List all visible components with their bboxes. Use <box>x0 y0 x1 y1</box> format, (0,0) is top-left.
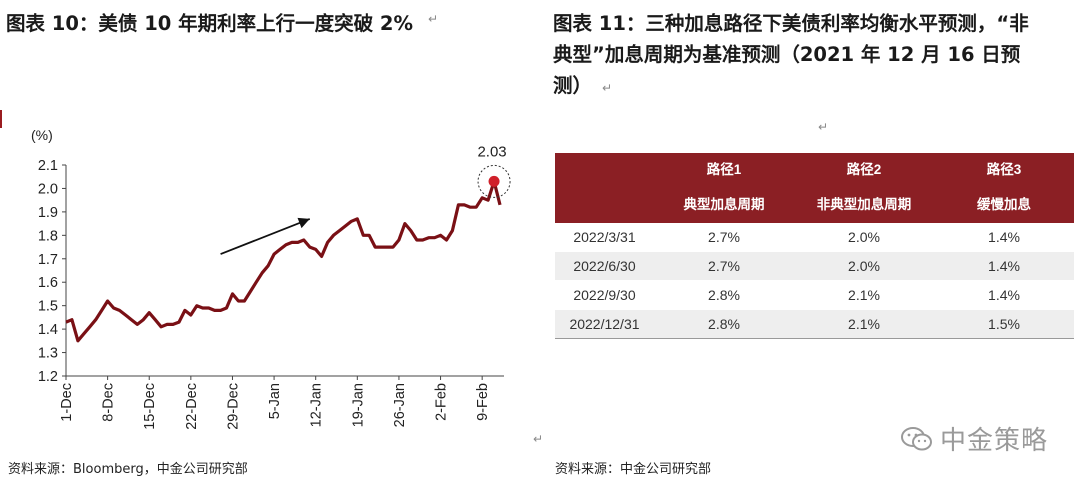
table-cell: 2022/3/31 <box>555 223 654 252</box>
yield-series-line <box>65 179 502 343</box>
paragraph-mark: ↵ <box>428 12 439 26</box>
table-header-row: 路径1 路径2 路径3 <box>555 153 1074 183</box>
table-header-cell: 路径1 <box>654 153 794 183</box>
table-cell: 2.8% <box>654 309 794 339</box>
table-cell: 2022/6/30 <box>555 251 654 281</box>
y-tick-label: 1.3 <box>38 346 58 362</box>
forecast-table-wrapper: 路径1 路径2 路径3 典型加息周期 非典型加息周期 缓慢加息 2022/3/3… <box>555 153 1074 339</box>
x-tick-label: 9-Feb <box>475 383 491 421</box>
wechat-icon <box>900 425 934 453</box>
y-tick-label: 2.0 <box>38 181 58 197</box>
table-header-cell: 路径3 <box>934 153 1074 183</box>
y-tick-label: 1.9 <box>38 205 58 221</box>
left-chart-marker <box>0 110 2 128</box>
x-tick-label: 19-Jan <box>350 383 366 427</box>
y-tick-label: 1.8 <box>38 228 58 244</box>
table-cell: 1.4% <box>934 223 1074 252</box>
right-table-title: 图表 11：三种加息路径下美债利率均衡水平预测，“非 典型”加息周期为基准预测（… <box>553 8 1073 104</box>
forecast-table: 路径1 路径2 路径3 典型加息周期 非典型加息周期 缓慢加息 2022/3/3… <box>555 153 1074 339</box>
table-cell: 1.4% <box>934 280 1074 310</box>
x-tick-label: 26-Jan <box>392 383 408 427</box>
table-cell: 2.7% <box>654 251 794 281</box>
y-tick-label: 1.4 <box>38 322 58 338</box>
x-tick-label: 8-Dec <box>101 383 117 422</box>
right-title-line-1: 图表 11：三种加息路径下美债利率均衡水平预测，“非 <box>553 12 1029 35</box>
left-source-note: 资料来源：Bloomberg，中金公司研究部 <box>8 462 248 477</box>
right-title-line-3: 测） <box>553 74 593 97</box>
table-cell: 1.5% <box>934 309 1074 339</box>
table-row: 2022/9/30 2.8% 2.1% 1.4% <box>555 280 1074 310</box>
table-cell: 2022/12/31 <box>555 309 654 339</box>
table-cell: 2.0% <box>794 251 934 281</box>
highlight-dot <box>488 175 500 187</box>
highlight-value-label: 2.03 <box>477 143 506 160</box>
trend-arrow-line <box>220 218 311 255</box>
table-cell: 2.1% <box>794 280 934 310</box>
table-header-cell: 缓慢加息 <box>934 183 1074 223</box>
table-cell: 2.1% <box>794 309 934 339</box>
table-header-cell: 非典型加息周期 <box>794 183 934 223</box>
x-tick-label: 2-Feb <box>434 383 450 421</box>
left-chart-title: 图表 10：美债 10 年期利率上行一度突破 2% <box>6 12 414 35</box>
y-unit-label: (%) <box>31 127 53 143</box>
right-title-line-2: 典型”加息周期为基准预测（2021 年 12 月 16 日预 <box>553 43 1021 66</box>
y-tick-label: 2.1 <box>38 158 58 174</box>
x-tick-label: 12-Jan <box>309 383 325 427</box>
table-row: 2022/6/30 2.7% 2.0% 1.4% <box>555 251 1074 281</box>
trend-arrow-head <box>297 217 310 229</box>
table-header-cell: 典型加息周期 <box>654 183 794 223</box>
highlight-layer: 2.03 <box>477 143 511 198</box>
highlight-ring <box>477 164 511 198</box>
x-tick-label: 29-Dec <box>225 383 241 430</box>
annotation-layer <box>220 217 311 255</box>
x-tick-label: 15-Dec <box>142 383 158 430</box>
paragraph-mark: ↵ <box>602 81 613 95</box>
table-row: 2022/12/31 2.8% 2.1% 1.5% <box>555 309 1074 339</box>
table-header-cell <box>555 153 654 183</box>
table-cell: 2.0% <box>794 223 934 252</box>
x-tick-label: 22-Dec <box>184 383 200 430</box>
table-header-cell <box>555 183 654 223</box>
paragraph-mark: ↵ <box>818 120 829 134</box>
table-cell: 2.7% <box>654 223 794 252</box>
table-cell: 2022/9/30 <box>555 280 654 310</box>
table-cell: 2.8% <box>654 280 794 310</box>
y-tick-label: 1.6 <box>38 275 58 291</box>
table-cell: 1.4% <box>934 251 1074 281</box>
watermark: 中金策略 <box>900 420 1048 457</box>
yield-line-chart: (%) 2.1 2.0 1.9 1.8 1.7 1.6 1.5 1.4 1.3 1.2 1-Dec 8… <box>31 127 511 430</box>
y-tick-label: 1.7 <box>38 252 58 268</box>
series-layer <box>65 179 502 343</box>
table-row: 2022/3/31 2.7% 2.0% 1.4% <box>555 223 1074 252</box>
x-tick-label: 5-Jan <box>267 383 283 419</box>
watermark-text: 中金策略 <box>940 426 1049 456</box>
table-header-cell: 路径2 <box>794 153 934 183</box>
x-tick-label: 1-Dec <box>59 383 75 422</box>
table-subheader-row: 典型加息周期 非典型加息周期 缓慢加息 <box>555 183 1074 223</box>
y-axis: (%) 2.1 2.0 1.9 1.8 1.7 1.6 1.5 1.4 1.3 1.2 <box>31 127 67 385</box>
paragraph-mark: ↵ <box>533 432 544 446</box>
y-tick-label: 1.2 <box>38 369 58 385</box>
right-source-note: 资料来源：中金公司研究部 <box>555 462 712 477</box>
x-axis: 1-Dec 8-Dec 15-Dec 22-Dec 29-Dec 5-Jan 12-Jan 1… <box>59 375 504 430</box>
y-tick-label: 1.5 <box>38 299 58 315</box>
